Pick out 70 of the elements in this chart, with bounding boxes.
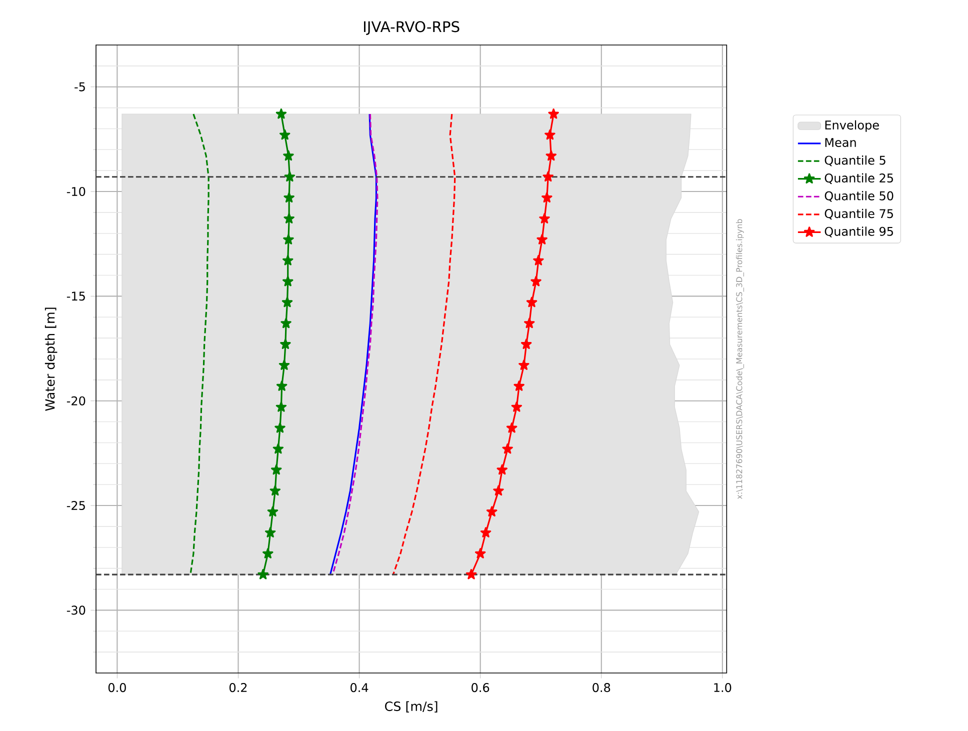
point: [276, 380, 288, 391]
point: [264, 527, 276, 538]
legend-label: Envelope: [825, 120, 879, 132]
point: [520, 338, 532, 350]
point: [284, 171, 296, 182]
legend-label: Quantile 50: [824, 191, 894, 202]
point: [270, 485, 281, 496]
legend-label: Quantile 75: [824, 208, 893, 220]
legend-label: Quantile 95: [824, 226, 893, 238]
point: [511, 402, 522, 412]
x-tick-label: 0.6: [472, 683, 490, 692]
point: [518, 360, 530, 370]
point: [283, 150, 294, 161]
y-tick-label: -30: [66, 606, 86, 615]
y-tick-label: -20: [66, 396, 86, 406]
point: [548, 108, 559, 119]
y-axis-title: Water depth [m]: [44, 308, 58, 411]
point: [474, 548, 486, 558]
point: [276, 108, 287, 119]
point: [466, 569, 477, 580]
point: [284, 192, 294, 202]
point: [514, 380, 524, 391]
point: [280, 318, 292, 328]
point: [282, 255, 294, 266]
y-tick-label: -25: [66, 500, 85, 510]
point: [262, 548, 274, 558]
point: [493, 485, 504, 496]
point: [524, 318, 535, 328]
point: [280, 338, 291, 350]
point: [530, 276, 542, 286]
point: [496, 464, 508, 475]
line-series: [190, 113, 210, 576]
point: [546, 150, 557, 161]
chart-title: IJVA-RVO-RPS: [364, 21, 460, 35]
y-tick-label: -10: [66, 186, 86, 196]
x-tick-label: 1.0: [714, 683, 732, 692]
x-tick-label: 0.2: [229, 683, 247, 692]
point: [536, 234, 548, 244]
point: [282, 296, 293, 308]
point: [267, 506, 278, 516]
text: x:\11827690\USERS\DACA\Code\_Measurements\CS_3D_Profiles.ipynb: [736, 219, 744, 500]
x-tick-label: 0.4: [350, 683, 368, 692]
point: [544, 129, 556, 140]
point: [533, 255, 544, 266]
point: [506, 422, 518, 433]
point: [526, 296, 538, 308]
point: [284, 213, 294, 224]
x-tick-label: 0.8: [592, 683, 610, 692]
point: [283, 234, 294, 244]
point: [278, 360, 290, 370]
legend-label: Quantile 5: [824, 155, 886, 166]
x-axis-title: CS [m/s]: [385, 701, 438, 713]
x-tick-label: 0.0: [108, 683, 126, 692]
point: [274, 422, 286, 433]
point: [486, 506, 498, 516]
point: [272, 443, 284, 454]
point: [282, 276, 294, 286]
point: [276, 402, 287, 412]
y-tick-label: -5: [74, 82, 85, 92]
point: [542, 192, 552, 202]
point: [542, 171, 554, 182]
point: [539, 213, 550, 224]
y-tick-label: -15: [66, 292, 85, 301]
point: [279, 129, 290, 140]
legend-label: Quantile 25: [824, 173, 893, 184]
point: [480, 527, 492, 538]
point: [271, 464, 282, 475]
legend-label: Mean: [825, 138, 856, 147]
point: [502, 443, 513, 454]
point: [258, 569, 268, 580]
